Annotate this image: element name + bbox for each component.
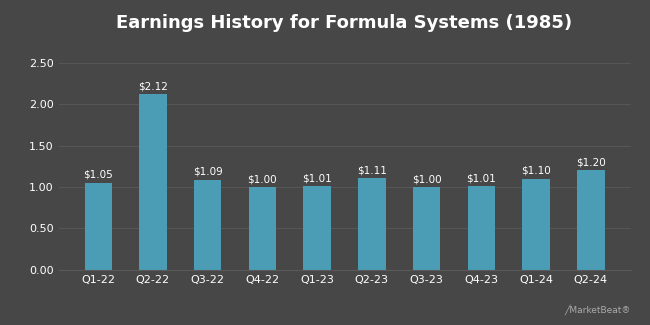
Bar <box>358 178 385 270</box>
Text: $1.10: $1.10 <box>521 166 551 176</box>
Bar <box>304 186 331 270</box>
Text: $1.01: $1.01 <box>302 173 332 183</box>
Bar <box>467 186 495 270</box>
Text: $1.11: $1.11 <box>357 165 387 175</box>
Bar <box>194 180 222 270</box>
Text: $1.01: $1.01 <box>467 173 496 183</box>
Text: $1.05: $1.05 <box>83 170 113 180</box>
Bar <box>413 187 440 270</box>
Text: $2.12: $2.12 <box>138 82 168 91</box>
Bar <box>523 179 550 270</box>
Text: $1.00: $1.00 <box>248 174 277 184</box>
Bar <box>139 94 166 270</box>
Bar <box>249 187 276 270</box>
Bar <box>84 183 112 270</box>
Text: $1.00: $1.00 <box>412 174 441 184</box>
Title: Earnings History for Formula Systems (1985): Earnings History for Formula Systems (19… <box>116 14 573 32</box>
Text: ╱MarketBeat®: ╱MarketBeat® <box>564 305 630 315</box>
Text: $1.20: $1.20 <box>576 158 606 168</box>
Text: $1.09: $1.09 <box>193 167 222 177</box>
Bar <box>577 171 605 270</box>
